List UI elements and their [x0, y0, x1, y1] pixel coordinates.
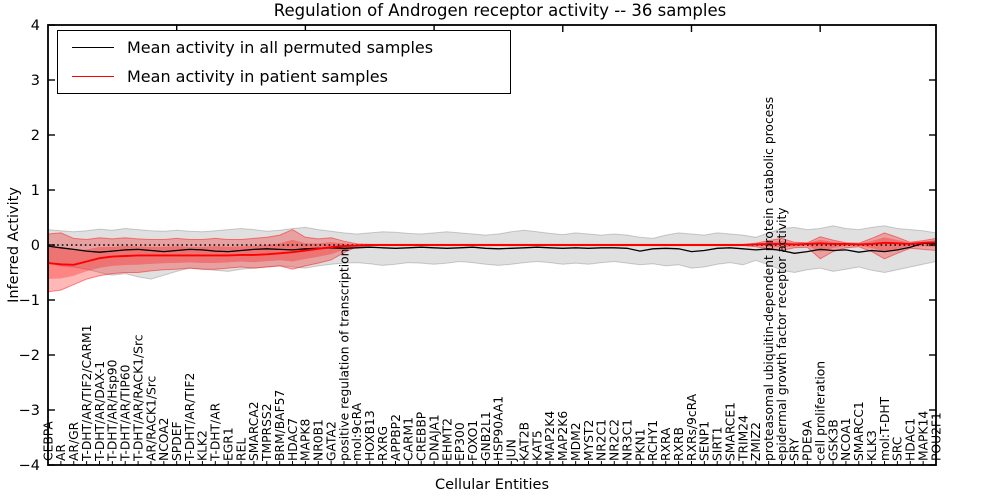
patient-mean-line	[47, 241, 937, 266]
x-category-label: PKN1	[633, 428, 647, 461]
x-category-label: NR0B1	[312, 419, 326, 461]
x-category-label: TMPRSS2	[260, 403, 274, 462]
x-category-label: epidermal growth factor receptor activit…	[775, 207, 789, 461]
y-tick-label: 4	[31, 18, 40, 34]
legend-item-patient: Mean activity in patient samples	[58, 62, 510, 91]
x-category-label: AR/GR	[67, 421, 81, 461]
x-category-label: PDE9A	[801, 420, 815, 461]
x-category-label: AR	[54, 444, 68, 461]
x-category-label: T-DHT/AR/TIP60	[119, 365, 133, 463]
x-category-label: HDAC1	[904, 418, 918, 461]
x-category-label: T-DHT/AR/TIF2/CARM1	[80, 325, 94, 462]
x-category-label: mol:T-DHT	[878, 396, 892, 461]
x-category-label: GATA2	[324, 421, 338, 461]
x-category-label: RXRG	[376, 426, 390, 461]
x-category-label: proteasomal ubiquitin-dependent protein …	[762, 97, 776, 461]
y-tick-label: −1	[19, 293, 40, 309]
legend-item-permuted: Mean activity in all permuted samples	[58, 33, 510, 62]
x-category-label: SPDEF	[170, 421, 184, 461]
x-category-label: MAP2K4	[543, 411, 557, 461]
x-category-label: FOXO1	[466, 420, 480, 461]
x-category-label: MAPK8	[299, 419, 313, 461]
x-category-label: CEBPA	[41, 421, 55, 461]
x-category-label: NR2C2	[608, 419, 622, 461]
x-category-label: KAT2B	[518, 422, 532, 461]
x-category-label: MAP2K6	[556, 411, 570, 461]
x-category-label: MDM2	[569, 422, 583, 461]
x-category-label: REL	[234, 438, 248, 461]
x-category-label: AR/RACK1/Src	[144, 376, 158, 461]
x-category-label: KAT5	[530, 430, 544, 461]
x-category-label: EGR1	[222, 427, 236, 461]
x-category-label: cell proliferation	[814, 361, 828, 461]
x-category-label: positive regulation of transcription	[337, 249, 351, 461]
x-category-label: DNAJA1	[427, 414, 441, 461]
x-category-label: RXRA	[659, 427, 673, 461]
x-category-label: SMARCC1	[852, 401, 866, 461]
x-category-label: MAPK14	[916, 411, 930, 461]
x-category-label: GNB2L1	[479, 411, 493, 461]
x-category-label: TRIM24	[736, 415, 750, 462]
x-category-label: T-DHT/AR/TIF2	[183, 373, 197, 462]
y-axis-label: Inferred Activity	[6, 187, 22, 303]
y-tick-label: −3	[19, 403, 40, 419]
x-category-label: SMARCA2	[247, 401, 261, 461]
chart-title: Regulation of Androgen receptor activity…	[273, 1, 727, 20]
y-tick-label: 3	[31, 73, 40, 89]
x-category-label: KLK3	[865, 430, 879, 461]
legend-line-sample-patient	[72, 76, 114, 77]
x-category-label: mol:9cRA	[350, 402, 364, 461]
x-category-label: SENP1	[698, 421, 712, 461]
legend-label-permuted: Mean activity in all permuted samples	[127, 38, 434, 57]
x-category-label: RXRs/9cRA	[685, 393, 699, 461]
x-category-label: POU2F1	[929, 412, 943, 461]
x-category-label: GSK3B	[826, 419, 840, 461]
x-category-label: HSP90AA1	[492, 396, 506, 461]
x-category-label: T-DHT/AR/Hsp90	[106, 360, 120, 462]
x-category-label: NR2C1	[595, 419, 609, 461]
x-category-label: APPBP2	[389, 414, 403, 461]
x-category-label: BRM/BAF57	[273, 390, 287, 461]
x-category-label: NCOA2	[157, 418, 171, 461]
legend-line-sample-permuted	[72, 47, 114, 48]
x-category-label: T-DHT/AR	[209, 402, 223, 462]
y-tick-label: 1	[31, 183, 40, 199]
x-category-label: SMARCE1	[723, 402, 737, 461]
x-category-label: ZMIZ2	[749, 422, 763, 461]
x-category-label: KLK2	[196, 430, 210, 461]
patient-inner-band	[48, 237, 936, 279]
x-category-label: HDAC7	[286, 418, 300, 461]
permuted-mean-line	[47, 242, 936, 254]
x-category-label: MYST2	[582, 420, 596, 461]
x-axis-label: Cellular Entities	[434, 477, 550, 493]
x-category-label: CARM1	[402, 417, 416, 461]
x-category-label: EP300	[453, 422, 467, 461]
x-category-label: SIRT1	[711, 427, 725, 461]
x-category-label: JUN	[505, 439, 519, 462]
y-tick-label: 0	[31, 238, 40, 254]
x-category-label: T-DHT/AR/RACK1/Src	[131, 335, 145, 463]
y-tick-label: −4	[19, 458, 40, 474]
legend-label-patient: Mean activity in patient samples	[127, 67, 388, 86]
x-category-label: NCOA1	[839, 418, 853, 461]
x-category-label: CREBBP	[415, 412, 429, 461]
x-category-label: RXRB	[672, 427, 686, 461]
y-tick-label: 2	[31, 128, 40, 144]
x-category-label: T-DHT/AR/DAX-1	[93, 361, 107, 462]
x-category-label: SRC	[891, 437, 905, 461]
legend: Mean activity in all permuted samples Me…	[57, 30, 511, 94]
x-category-label: EHMT2	[440, 418, 454, 461]
y-tick-label: −2	[19, 348, 40, 364]
x-category-label: HOXB13	[363, 410, 377, 461]
x-category-label: NR3C1	[620, 419, 634, 461]
x-category-label: SRY	[788, 437, 802, 461]
x-category-label: RCHY1	[646, 420, 660, 461]
